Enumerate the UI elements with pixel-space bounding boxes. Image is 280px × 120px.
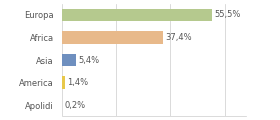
Text: 37,4%: 37,4% <box>165 33 192 42</box>
Bar <box>62 76 66 89</box>
Text: 5,4%: 5,4% <box>78 55 100 65</box>
Bar <box>62 31 163 44</box>
Text: 1,4%: 1,4% <box>67 78 89 87</box>
Bar <box>62 54 76 66</box>
Text: 0,2%: 0,2% <box>64 101 85 110</box>
Bar <box>62 9 213 21</box>
Text: 55,5%: 55,5% <box>214 10 241 19</box>
